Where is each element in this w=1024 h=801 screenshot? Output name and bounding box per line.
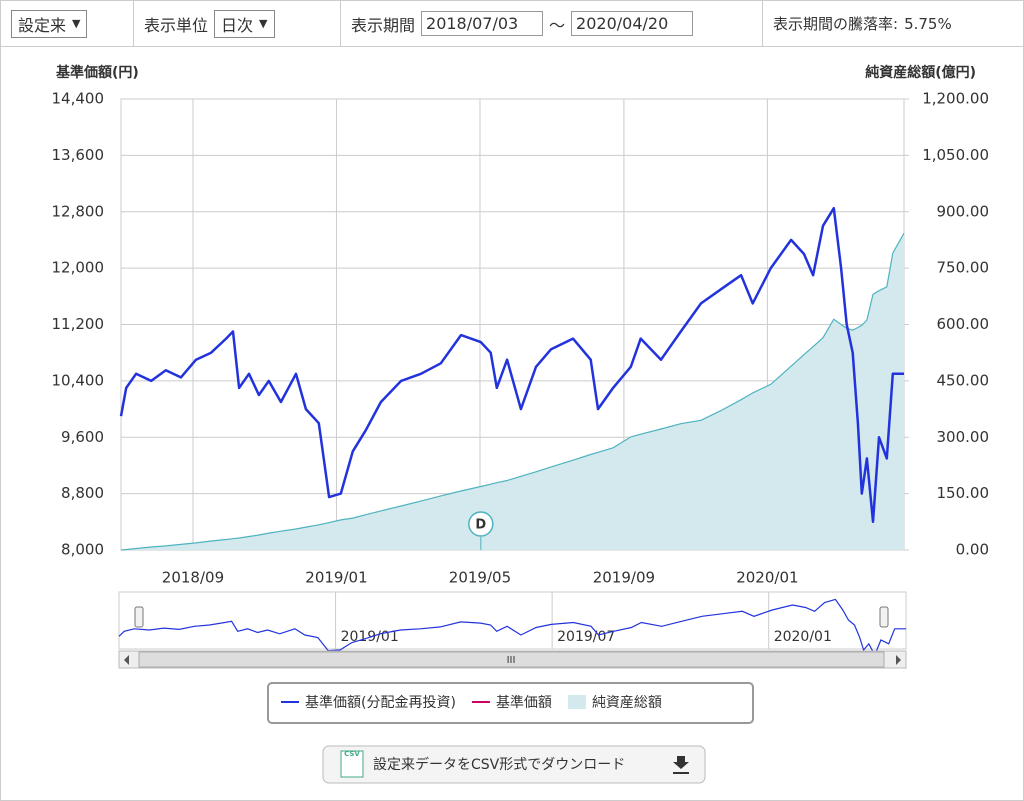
download-icon	[673, 756, 689, 774]
unit-value: 日次	[221, 15, 254, 35]
from-input[interactable]: 2018/07/03	[421, 11, 544, 36]
x-tick-label: 2019/09	[593, 569, 655, 587]
change-value: 5.75%	[904, 14, 952, 33]
scroll-grip: III	[507, 655, 516, 666]
y2-tick-label: 600.00	[937, 315, 990, 333]
y2-tick-label: 300.00	[937, 428, 990, 446]
y-tick-label: 9,600	[61, 428, 104, 446]
y-tick-label: 11,200	[52, 315, 105, 333]
scroll-left[interactable]	[124, 655, 129, 665]
y2-tick-label: 1,050.00	[922, 146, 989, 164]
y2-tick-label: 450.00	[937, 371, 990, 389]
navigator-label: 2020/01	[774, 629, 832, 645]
unit-label: 表示単位	[144, 15, 209, 35]
y-tick-label: 14,400	[52, 90, 105, 108]
range-select[interactable]: 設定来	[11, 9, 88, 38]
area	[121, 233, 904, 550]
y-tick-label: 8,000	[61, 541, 104, 559]
change-label: 表示期間の騰落率:	[773, 15, 899, 33]
unit-select[interactable]: 日次	[214, 9, 275, 38]
legend-label[interactable]: 基準価額(分配金再投資)	[305, 694, 456, 711]
y2-tick-label: 750.00	[937, 259, 990, 277]
y2-tick-label: 150.00	[937, 484, 990, 502]
x-tick-label: 2019/01	[305, 569, 367, 587]
period-label: 表示期間	[351, 15, 416, 35]
x-tick-label: 2018/09	[162, 569, 224, 587]
scroll-thumb[interactable]	[138, 651, 885, 668]
annotation-marker[interactable]	[468, 511, 494, 537]
to-input[interactable]: 2020/04/20	[571, 11, 694, 36]
annotation-label: D	[475, 518, 486, 533]
csv-icon	[340, 750, 364, 778]
change-cell: 表示期間の騰落率: 5.75%	[763, 1, 1023, 46]
y-tick-label: 12,800	[52, 202, 105, 220]
chart: 基準価額(円) 純資産総額(億円) 8,000 8,800 9,600 10,400 1…	[52, 64, 990, 784]
range-value: 設定来	[18, 15, 67, 35]
legend-label[interactable]: 純資産総額	[592, 695, 662, 711]
navigator-label: 2019/07	[557, 629, 615, 645]
scroll-right[interactable]	[896, 655, 901, 665]
legend-label[interactable]: 基準価額	[496, 694, 552, 711]
x-tick-label: 2020/01	[736, 569, 798, 587]
area-line	[120, 232, 905, 551]
y-axis-title: 基準価額(円)	[56, 64, 139, 81]
navigator	[118, 591, 907, 650]
download-button[interactable]	[322, 745, 706, 784]
navigator-handle[interactable]	[134, 606, 144, 628]
y2-tick-label: 900.00	[937, 202, 990, 220]
navigator-line	[118, 598, 906, 657]
download-text: 設定来データをCSV形式でダウンロード	[373, 756, 625, 773]
period-cell: 表示期間 2018/07/03 ～ 2020/04/20	[341, 1, 763, 46]
y-tick-label: 12,000	[52, 259, 105, 277]
y-tick-label: 13,600	[52, 146, 105, 164]
period-sep: ～	[549, 15, 566, 35]
navigator-handle[interactable]	[879, 606, 889, 628]
y-tick-label: 10,400	[52, 371, 105, 389]
line	[119, 206, 904, 524]
legend	[267, 682, 754, 724]
range-cell: 設定来	[1, 1, 134, 46]
legend-swatch	[567, 695, 586, 709]
y2-axis-title: 純資産総額(億円)	[865, 64, 976, 81]
x-tick-label: 2019/05	[449, 569, 511, 587]
unit-cell: 表示単位 日次	[134, 1, 341, 46]
y-tick-label: 8,800	[61, 484, 104, 502]
y2-tick-label: 1,200.00	[922, 90, 989, 108]
y2-tick-label: 0.00	[956, 541, 989, 559]
csv-badge: CSV	[344, 750, 360, 758]
